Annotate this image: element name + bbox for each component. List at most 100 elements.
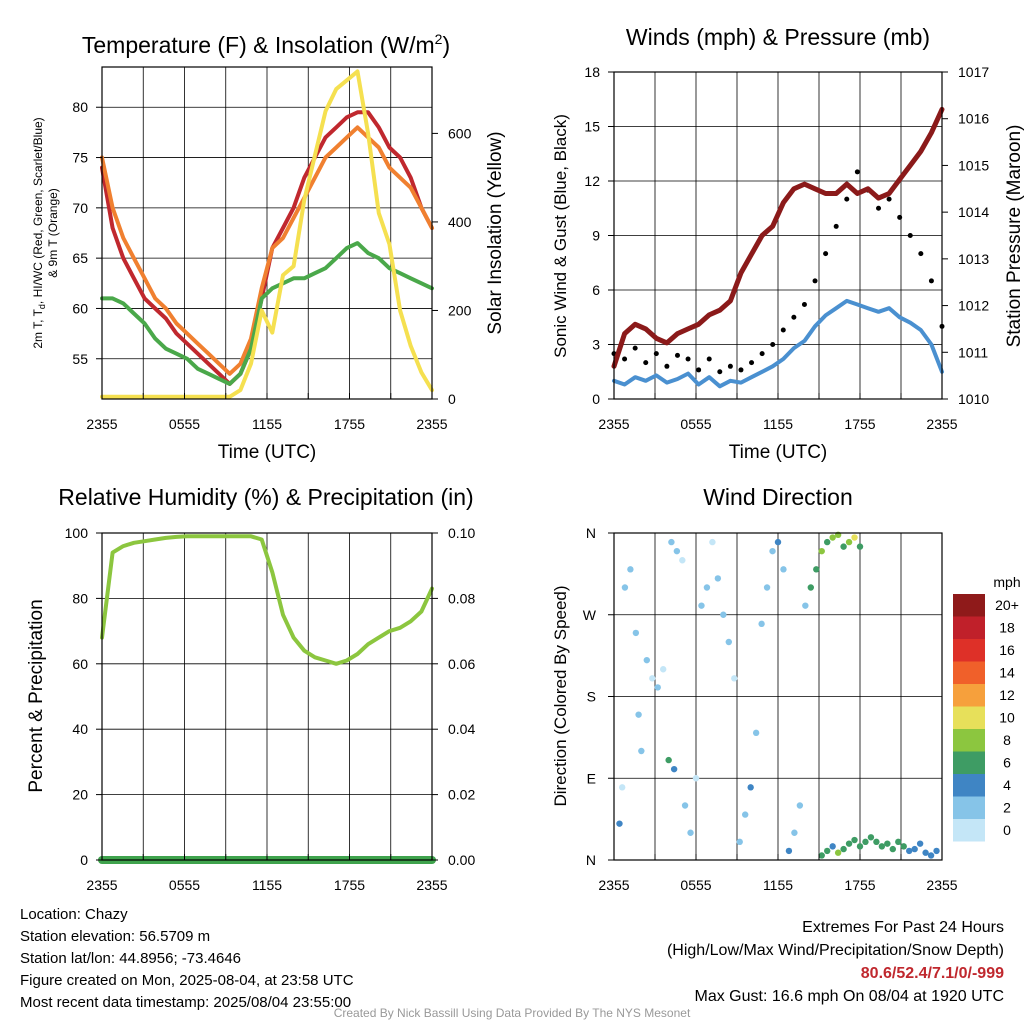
gust-point: [727, 363, 733, 369]
gust-point: [696, 367, 702, 373]
direction-point: [643, 656, 650, 664]
direction-point: [933, 847, 940, 855]
series-line-3: [100, 69, 434, 399]
y-tick-label: 70: [72, 200, 88, 216]
temperature-ylabel-line2: & 9m T (Orange): [46, 188, 60, 278]
colorbar-label: 8: [1003, 732, 1011, 748]
x-tick-label: 2355: [926, 877, 957, 893]
y-tick-label: 80: [72, 590, 88, 606]
x-tick-label: 0555: [680, 416, 711, 432]
x-tick-label: 1755: [844, 877, 875, 893]
direction-point: [780, 566, 787, 573]
temperature-title: Temperature (F) & Insolation (W/m2): [82, 31, 450, 58]
y-tick-label: 60: [72, 300, 88, 316]
direction-point: [703, 584, 711, 591]
x-tick-label: 2355: [926, 416, 957, 432]
y-right-tick-label: 0.08: [448, 590, 475, 606]
gust-point: [801, 302, 807, 308]
gust-point: [791, 314, 797, 320]
y-tick-label: 0: [592, 391, 600, 407]
direction-point: [668, 538, 675, 546]
colorbar-label: 18: [999, 620, 1015, 636]
direction-point: [785, 847, 793, 855]
x-tick-label: 0555: [680, 877, 711, 893]
colorbar-label: 2: [1003, 800, 1011, 816]
y-tick-label: 18: [584, 64, 600, 80]
colorbar-label: 4: [1003, 777, 1011, 793]
direction-point: [654, 684, 661, 691]
direction-point: [927, 852, 935, 859]
direction-point: [829, 843, 836, 850]
direction-point: [747, 784, 754, 791]
direction-point: [679, 557, 686, 564]
colorbar-label: 6: [1003, 755, 1011, 771]
direction-point: [627, 566, 634, 573]
y-tick-label: 55: [72, 351, 88, 367]
station-location: Location: Chazy: [20, 906, 128, 923]
gust-point: [897, 214, 903, 220]
winds-ylabel: Sonic Wind & Gust (Blue, Black): [551, 114, 570, 358]
y-tick-label: 65: [72, 250, 88, 266]
gust-point: [749, 360, 755, 366]
extremes-values: 80.6/52.4/7.1/0/-999: [860, 965, 1004, 982]
direction-point: [802, 602, 809, 609]
gust-point: [622, 356, 628, 362]
direction-point: [889, 845, 896, 853]
direction-point: [862, 838, 869, 846]
direction-point: [829, 534, 836, 541]
wind-direction-ylabel: Direction (Colored By Speed): [551, 585, 570, 806]
wind-direction-panel: Wind Direction 2355 0555 1155 1755 2355NESWN…: [551, 484, 1021, 893]
direction-point: [916, 840, 924, 847]
direction-point: [878, 843, 886, 850]
y-right-tick-label: 1013: [958, 251, 989, 267]
direction-point: [856, 543, 864, 550]
y-right-tick-label: 0.04: [448, 721, 475, 737]
station-info: Location: Chazy Station elevation: 56.57…: [20, 904, 354, 1014]
direction-point: [873, 838, 880, 846]
gust-point: [664, 363, 670, 369]
gust-point: [907, 233, 913, 238]
y-right-tick-label: 1010: [958, 391, 989, 407]
x-tick-label: 2355: [416, 877, 447, 893]
colorbar-label: 14: [999, 665, 1015, 681]
gust-point: [759, 351, 765, 357]
y-right-tick-label: 0: [448, 391, 456, 407]
x-tick-label: 1755: [334, 877, 365, 893]
gust-point: [706, 356, 712, 362]
y-right-tick-label: 600: [448, 125, 472, 141]
colorbar-swatch: [953, 616, 985, 639]
direction-point: [742, 811, 749, 818]
direction-point: [709, 538, 716, 546]
direction-point: [673, 547, 681, 555]
colorbar-unit: mph: [993, 574, 1020, 590]
gust-point: [844, 196, 850, 202]
colorbar-label: 10: [999, 710, 1015, 726]
gust-point: [685, 356, 691, 362]
direction-point: [807, 584, 814, 591]
direction-point: [698, 602, 705, 609]
direction-point: [619, 784, 626, 791]
y-tick-label: 20: [72, 787, 88, 803]
direction-point: [856, 843, 864, 850]
recent-timestamp: Most recent data timestamp: 2025/08/04 2…: [20, 994, 352, 1011]
winds-title: Winds (mph) & Pressure (mb): [626, 24, 930, 50]
series-line-2: [611, 106, 945, 369]
y-right-tick-label: 400: [448, 214, 472, 230]
direction-point: [692, 775, 700, 782]
direction-point: [922, 849, 929, 856]
y-tick-label: 6: [592, 282, 600, 298]
gust-point: [823, 251, 829, 257]
y-tick-label: N: [586, 852, 596, 868]
y-right-tick-label: 1014: [958, 204, 989, 220]
direction-point: [834, 849, 842, 856]
direction-point: [687, 829, 694, 836]
y-right-tick-label: 1011: [958, 344, 988, 360]
direction-point: [670, 765, 678, 773]
direction-point: [845, 840, 853, 847]
y-tick-label: 15: [584, 119, 600, 135]
colorbar-swatch: [953, 751, 985, 774]
direction-point: [884, 840, 891, 847]
direction-point: [774, 538, 782, 546]
direction-point: [851, 836, 858, 844]
y-tick-label: N: [586, 525, 596, 541]
